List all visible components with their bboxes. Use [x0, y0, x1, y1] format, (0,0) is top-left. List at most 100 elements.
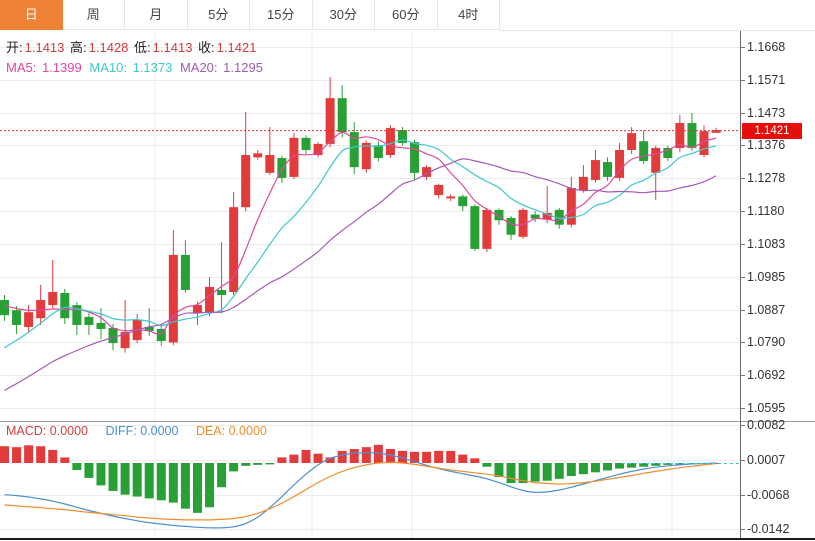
- candle-body: [494, 209, 504, 221]
- axis-tick-label: 1.1278: [747, 171, 785, 185]
- candle-body: [651, 147, 661, 173]
- candle-body: [60, 292, 70, 319]
- candle-body: [229, 207, 239, 292]
- macd-histogram-bar: [590, 463, 600, 473]
- macd-histogram-bar: [132, 463, 142, 497]
- candle-body: [361, 142, 371, 170]
- high-label: 高:: [70, 40, 87, 55]
- axis-tick-label: 0.0082: [747, 418, 785, 432]
- macd-histogram-bar: [96, 463, 106, 486]
- axis-tick-label: 1.1180: [747, 204, 784, 218]
- candle-body: [265, 155, 275, 173]
- candle-body: [337, 98, 347, 133]
- tab-5分[interactable]: 5分: [187, 0, 250, 30]
- candle-body: [72, 305, 82, 325]
- tab-月[interactable]: 月: [125, 0, 188, 30]
- candle-body: [397, 130, 407, 143]
- macd-histogram-bar: [578, 463, 588, 475]
- candle-body: [24, 312, 34, 327]
- candle-body: [373, 145, 383, 159]
- axis-tick-label: 1.1376: [747, 138, 785, 152]
- axis-tick-label: 1.1083: [747, 237, 785, 251]
- axis-tick-label: -0.0068: [747, 488, 789, 502]
- macd-histogram-bar: [229, 463, 239, 472]
- macd-histogram-bar: [675, 463, 685, 465]
- macd-histogram-bar: [566, 463, 576, 477]
- dea-value: DEA: 0.0000: [195, 424, 267, 438]
- macd-histogram-bar: [265, 463, 275, 465]
- candle-body: [434, 184, 444, 196]
- candle-body: [615, 149, 625, 178]
- tabbar-filler: [500, 0, 815, 31]
- candle-body: [241, 155, 251, 208]
- macd-histogram-bar: [639, 463, 649, 467]
- macd-histogram-bar: [422, 451, 432, 463]
- macd-histogram-bar: [156, 463, 166, 501]
- timeframe-tabbar: 日周月 5分 15分 30分 60分 4时: [0, 0, 815, 31]
- close-value: 1.1421: [216, 40, 257, 55]
- diff-value: DIFF: 0.0000: [105, 424, 179, 438]
- macd-histogram-bar: [542, 463, 552, 481]
- candle-body: [530, 214, 540, 219]
- ma5-line: [4, 131, 717, 335]
- tab-60分[interactable]: 60分: [375, 0, 438, 30]
- macd-histogram-bar: [289, 454, 299, 463]
- candle-body: [156, 328, 166, 342]
- macd-histogram-bar: [373, 444, 383, 463]
- candle-body: [446, 196, 456, 199]
- macd-info: MACD: 0.0000 DIFF: 0.0000 DEA: 0.0000: [6, 424, 267, 438]
- macd-histogram-bar: [144, 463, 154, 499]
- axis-tick-label: 1.1668: [747, 40, 785, 54]
- ma5-label: MA5: 1.1399: [6, 60, 82, 75]
- macd-histogram-bar: [48, 449, 58, 463]
- macd-histogram-bar: [36, 446, 46, 463]
- macd-histogram-bar: [313, 453, 323, 463]
- dea-line: [4, 461, 717, 521]
- candle-body: [518, 209, 528, 237]
- candle-body: [410, 142, 420, 173]
- macd-histogram-bar: [325, 457, 335, 463]
- axis-tick-label: 1.1473: [747, 106, 785, 120]
- candle-body: [422, 167, 432, 177]
- candle-body: [96, 322, 106, 329]
- candle-body: [205, 286, 215, 313]
- tab-周[interactable]: 周: [62, 0, 125, 30]
- axis-tick-label: -0.0142: [747, 522, 789, 536]
- macd-histogram-bar: [337, 450, 347, 463]
- axis-tick-label: 1.0790: [747, 335, 785, 349]
- macd-histogram-bar: [301, 449, 311, 463]
- macd-histogram-bar: [397, 450, 407, 463]
- candle-body: [385, 128, 395, 156]
- candle-body: [458, 196, 468, 207]
- tab-15分[interactable]: 15分: [250, 0, 313, 30]
- macd-histogram-bar: [217, 463, 227, 488]
- tab-4时[interactable]: 4时: [437, 0, 500, 30]
- candle-body: [578, 176, 588, 191]
- macd-histogram-bar: [361, 447, 371, 463]
- candle-body: [699, 131, 709, 156]
- candle-body: [639, 141, 649, 162]
- macd-histogram-bar: [24, 445, 34, 463]
- macd-histogram-bar: [554, 463, 564, 479]
- open-value: 1.1413: [24, 40, 65, 55]
- macd-histogram-bar: [385, 449, 395, 463]
- candle-body: [349, 132, 359, 168]
- tab-日[interactable]: 日: [0, 0, 63, 30]
- macd-histogram-bar: [60, 457, 70, 463]
- macd-histogram-bar: [120, 463, 130, 495]
- open-label: 开:: [6, 40, 23, 55]
- ohlc-info: 开: 1.1413 高: 1.1428 低: 1.1413 收: 1.1421: [6, 37, 258, 56]
- axis-tick-label: 1.0595: [747, 401, 785, 415]
- macd-histogram-bar: [84, 463, 94, 478]
- macd-histogram-bar: [506, 463, 516, 484]
- macd-histogram-bar: [530, 463, 540, 482]
- macd-histogram-bar: [603, 463, 612, 471]
- macd-histogram-bar: [627, 463, 637, 468]
- candle-body: [566, 187, 576, 225]
- tab-30分[interactable]: 30分: [312, 0, 375, 30]
- candle-body: [325, 98, 335, 144]
- macd-histogram-bar: [108, 463, 118, 491]
- ma10-line: [4, 139, 717, 349]
